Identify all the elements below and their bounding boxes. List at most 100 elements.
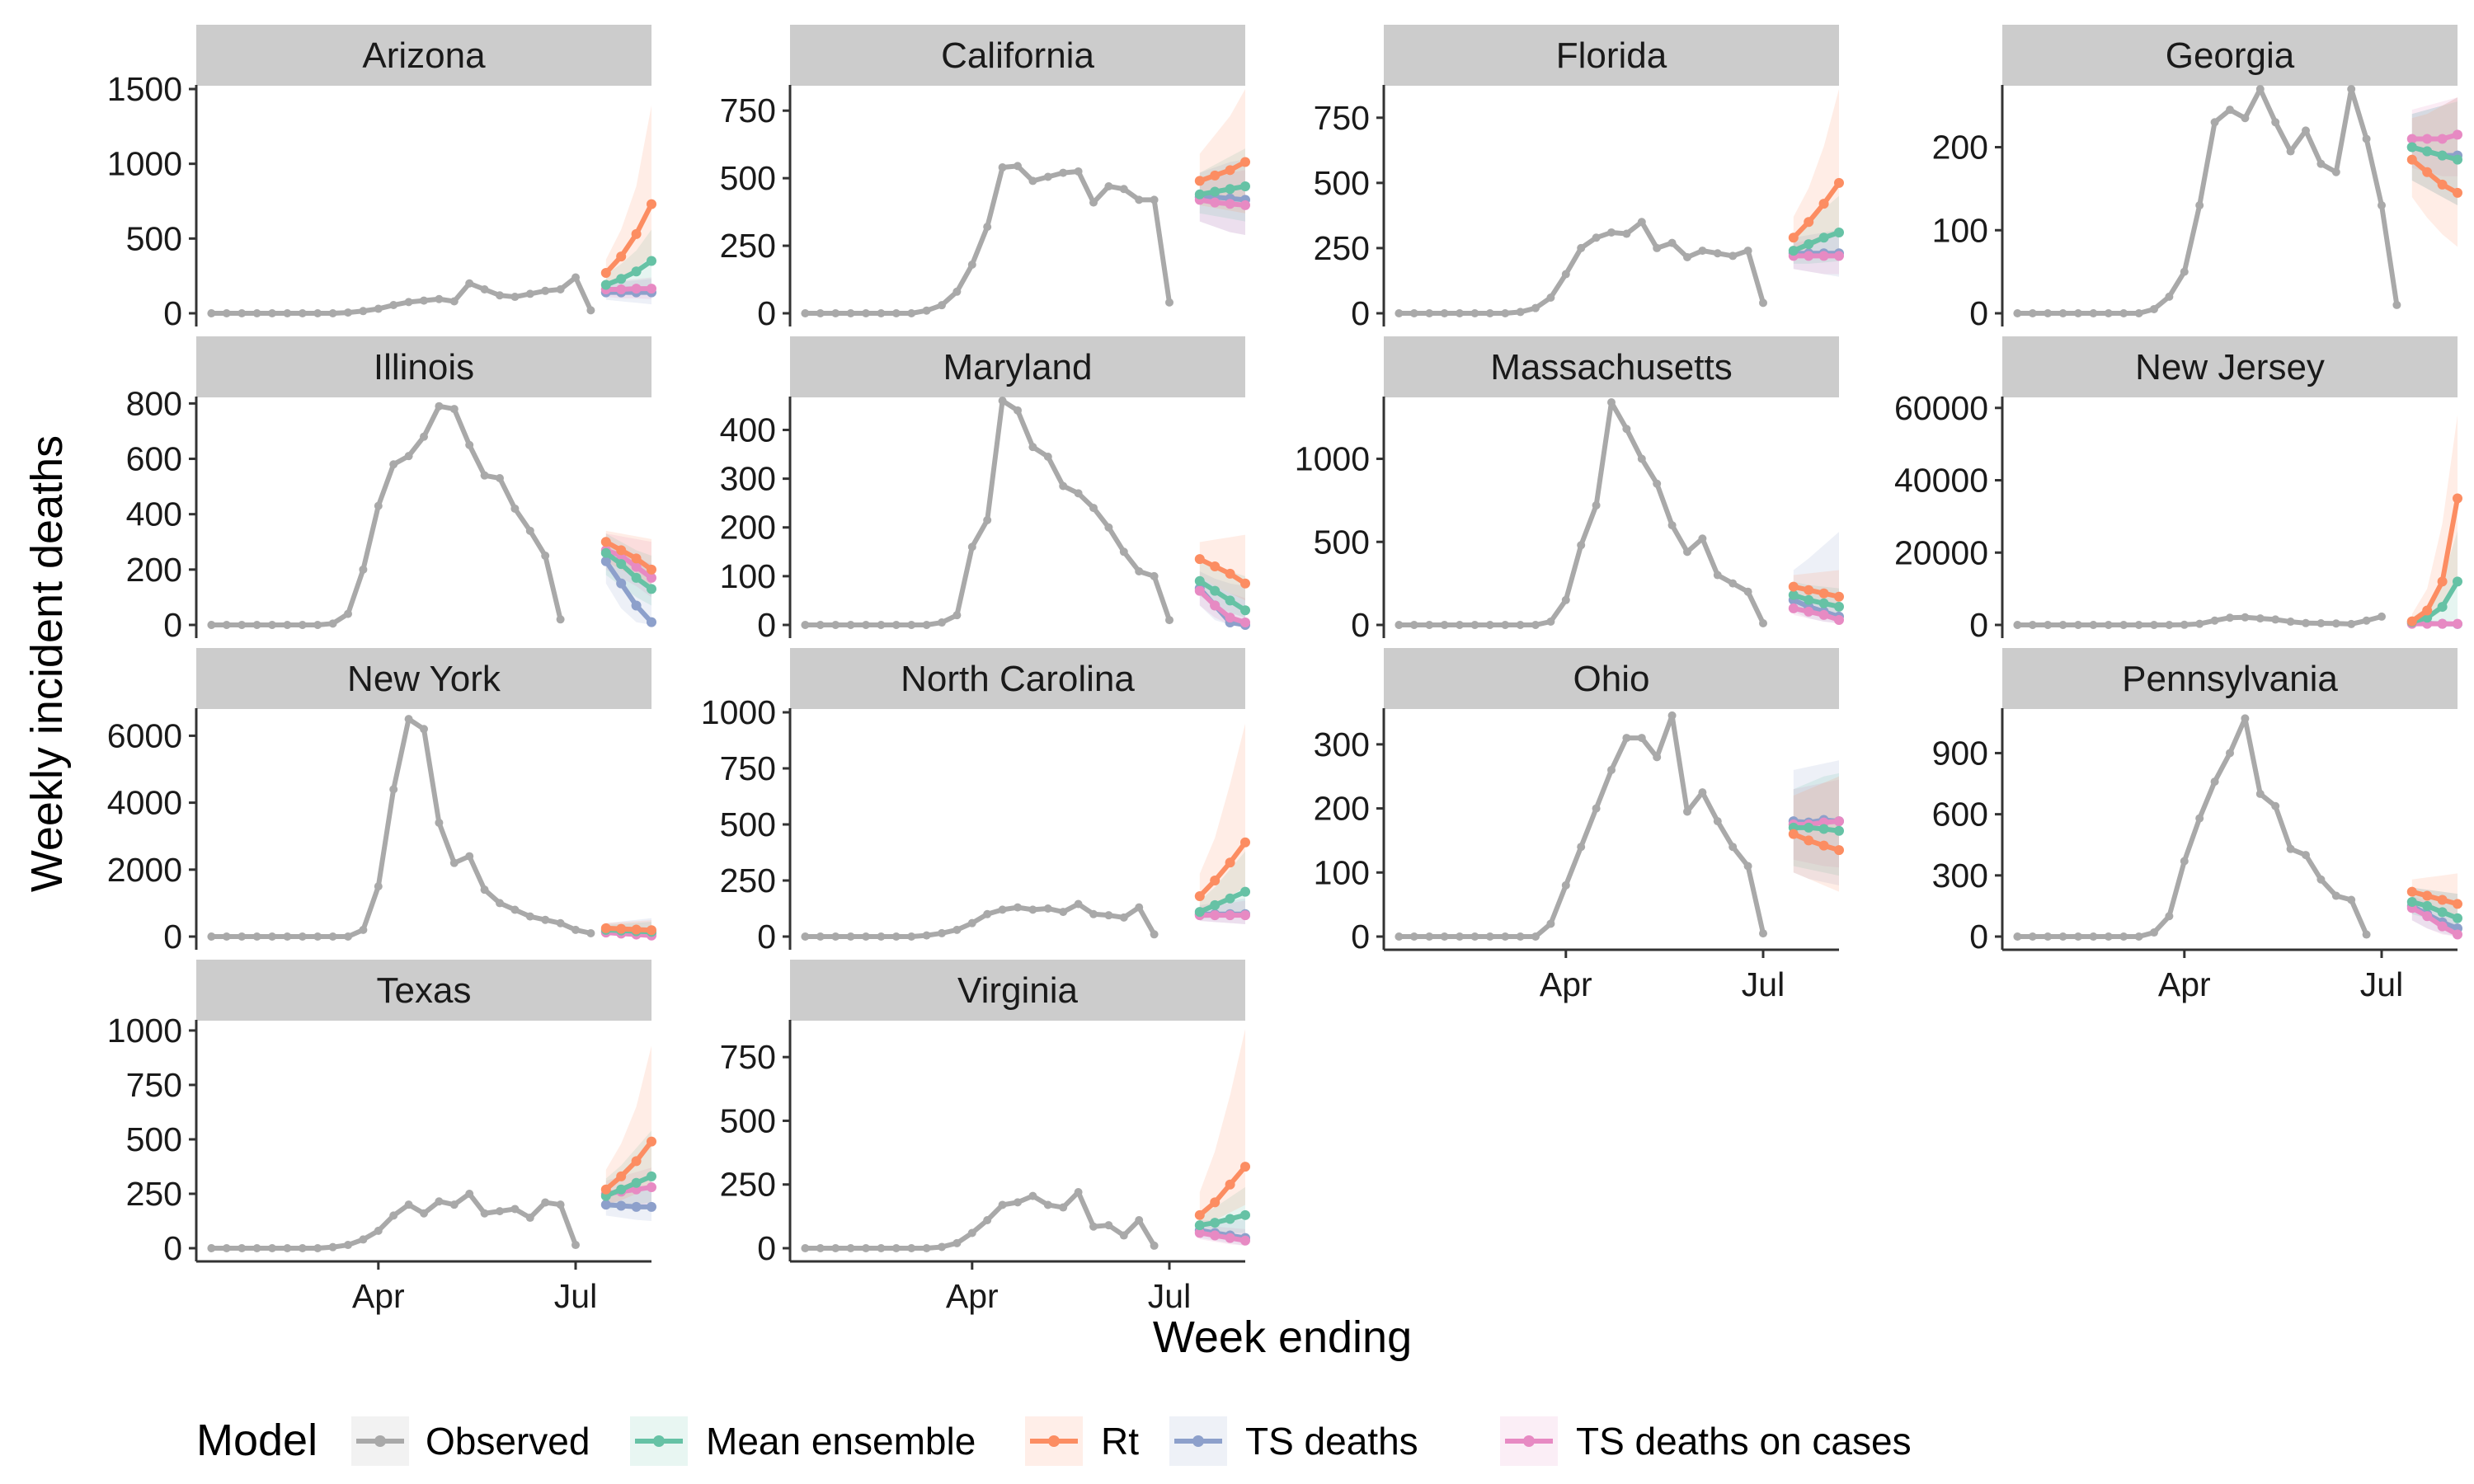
legend-point-ts-deaths-on-cases	[1523, 1435, 1535, 1447]
point-ts-deaths-on-cases	[1834, 816, 1844, 827]
point-observed	[1516, 621, 1525, 629]
line-ts-deaths-on-cases-massachusetts	[1793, 605, 1840, 622]
point-rt	[1225, 857, 1235, 868]
point-observed	[541, 286, 550, 295]
point-observed	[2347, 619, 2356, 628]
line-rt-arizona	[604, 203, 654, 275]
x-tick-label: Jul	[1148, 1277, 1191, 1315]
point-observed	[998, 397, 1007, 405]
point-rt	[1225, 1179, 1235, 1190]
point-observed	[938, 301, 946, 310]
panel-ohio: Ohio 0 100 200 300 Apr Jul	[1314, 648, 1844, 1003]
point-observed	[1729, 251, 1738, 261]
point-ts-deaths	[600, 1200, 611, 1210]
y-tick-label: 6000	[107, 716, 182, 754]
point-observed	[1456, 621, 1464, 629]
point-rt	[616, 545, 627, 556]
y-tick-label: 500	[720, 159, 776, 197]
point-observed	[907, 1244, 916, 1252]
point-ts-deaths	[616, 578, 627, 589]
y-tick-label: 0	[1351, 606, 1370, 644]
point-observed	[1743, 587, 1752, 596]
point-observed	[2362, 134, 2371, 143]
point-rt	[1818, 199, 1829, 209]
y-tick-label: 800	[126, 384, 182, 422]
point-observed	[2074, 621, 2082, 629]
line-mean-ensemble-georgia	[2411, 144, 2458, 162]
y-tick-label: 0	[163, 1229, 182, 1267]
line-rt-virginia	[1197, 1165, 1248, 1218]
point-observed	[556, 284, 565, 294]
point-observed	[922, 306, 931, 315]
line-rt-illinois	[604, 539, 653, 572]
point-observed	[862, 621, 870, 629]
point-ts-deaths	[631, 600, 642, 611]
point-ts-deaths-on-cases	[1818, 609, 1829, 620]
line-rt-georgia	[2410, 157, 2459, 195]
point-ts-deaths-on-cases	[647, 1182, 656, 1193]
point-observed	[2347, 85, 2356, 93]
point-observed	[374, 501, 383, 510]
point-rt	[600, 1184, 611, 1195]
point-rt	[1818, 840, 1829, 851]
line-mean-ensemble-massachusetts	[1792, 592, 1840, 609]
point-observed	[2180, 857, 2189, 866]
point-observed	[1516, 932, 1525, 941]
point-observed	[1135, 1216, 1144, 1224]
y-tick-label: 400	[126, 495, 182, 533]
point-observed	[983, 1216, 992, 1224]
point-observed	[922, 931, 931, 940]
point-rt	[1225, 568, 1235, 579]
point-observed	[1713, 571, 1722, 580]
point-mean-ensemble	[2406, 896, 2417, 907]
point-ts-deaths-on-cases	[647, 284, 656, 294]
point-observed	[2241, 114, 2250, 123]
band-rt-ohio	[1793, 776, 1839, 892]
y-tick-label: 500	[720, 1101, 776, 1139]
point-mean-ensemble	[1804, 822, 1814, 833]
point-observed	[571, 1241, 580, 1250]
point-observed	[2044, 932, 2053, 941]
point-observed	[2331, 619, 2340, 628]
y-tick-label: 1000	[107, 1012, 182, 1050]
point-ts-deaths-on-cases	[2453, 618, 2462, 629]
point-observed	[1470, 621, 1479, 629]
y-tick-label: 0	[1351, 294, 1370, 332]
y-tick-label: 200	[1932, 129, 1988, 167]
point-observed	[2362, 930, 2371, 939]
point-observed	[2286, 618, 2295, 627]
point-rt	[1818, 588, 1829, 599]
point-mean-ensemble	[2437, 602, 2448, 613]
point-observed	[1409, 932, 1418, 941]
strip-new-jersey	[2002, 336, 2458, 397]
line-mean-ensemble-arizona	[604, 259, 653, 288]
point-ts-deaths-on-cases	[1210, 1230, 1221, 1241]
point-rt	[2406, 154, 2417, 165]
point-observed	[816, 1244, 825, 1252]
point-observed	[1059, 1203, 1068, 1212]
strip-arizona	[196, 25, 651, 86]
point-observed	[1759, 929, 1767, 938]
point-rt	[1788, 829, 1799, 839]
point-observed	[2028, 621, 2037, 629]
point-observed	[2226, 749, 2234, 758]
point-observed	[1074, 1188, 1083, 1196]
point-observed	[938, 618, 946, 627]
y-tick-label: 750	[1314, 99, 1370, 137]
panel-new-jersey: New Jersey 0 20000 40000 60000	[1894, 336, 2462, 644]
point-observed	[1592, 804, 1601, 813]
legend-label-ts-deaths: TS deaths	[1245, 1420, 1418, 1463]
point-mean-ensemble	[2437, 907, 2448, 918]
point-observed	[2150, 621, 2158, 629]
point-ts-deaths-on-cases	[1194, 585, 1205, 596]
point-observed	[2255, 614, 2265, 623]
point-observed	[238, 309, 247, 317]
point-observed	[1683, 547, 1691, 556]
point-observed	[1637, 734, 1646, 743]
point-observed	[1425, 932, 1434, 941]
point-observed	[1014, 162, 1022, 171]
strip-label-pennsylvania: Pennsylvania	[2122, 659, 2338, 699]
point-observed	[1577, 243, 1586, 252]
point-observed	[1546, 617, 1555, 626]
